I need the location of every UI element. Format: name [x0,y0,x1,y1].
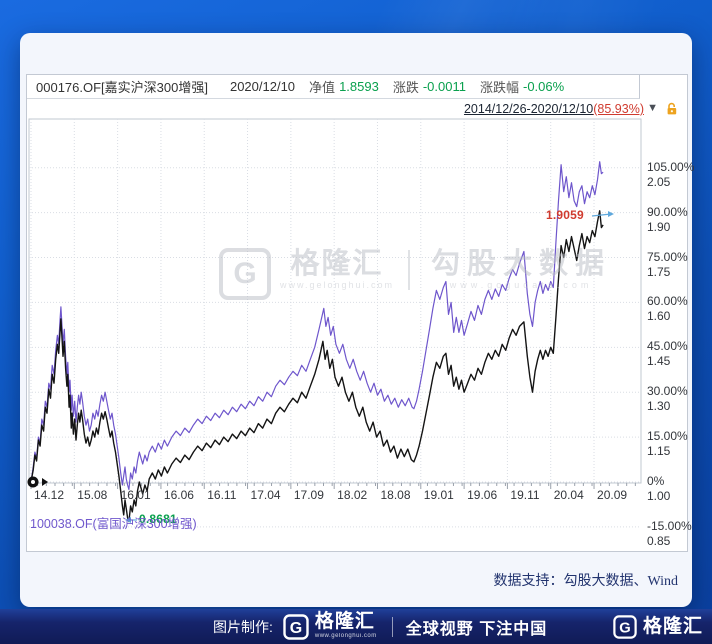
x-axis-label: 19.11 [510,488,540,502]
y-axis-value-label: 1.75 [647,264,671,279]
x-axis-label: 17.09 [293,488,324,502]
chart-canvas[interactable] [27,75,687,551]
y-axis-value-label: 1.00 [647,489,671,503]
y-axis-percent-label: 45.00% [647,339,688,354]
date-range-link[interactable]: 2014/12/26-2020/12/10(85.93%) [464,102,644,116]
date-range-row: 2014/12/26-2020/12/10(85.93%) ▼ [27,99,687,119]
x-axis-label: 18.08 [380,488,411,502]
footer-brand: 格隆汇 [314,611,375,632]
chart-widget: 000176.OF[嘉实沪深300增强] 2020/12/10 净值 1.859… [26,74,694,552]
gelonghui-logo-right-icon: G [613,614,637,639]
y-axis-value-label: 2.05 [647,174,671,189]
footer-bar: 图片制作: G 格隆汇 www.gelonghui.com 全球视野 下注中国 … [0,609,712,644]
footer-divider [391,616,393,637]
y-axis-percent-label: 75.00% [647,249,688,264]
nav-label: 净值 [309,80,336,95]
change-label: 涨跌 [392,80,419,95]
y-axis-percent-label: 90.00% [647,204,688,219]
fund-info-toolbar: 000176.OF[嘉实沪深300增强] 2020/12/10 净值 1.859… [27,75,640,99]
footer-right-logo: G 格隆汇 [603,609,703,644]
svg-text:G: G [619,620,630,636]
y-axis-value-label: 1.30 [647,399,671,414]
y-axis-percent-label: 0% [647,474,665,488]
x-axis-label: 20.09 [597,488,628,502]
y-axis-percent-label: 30.00% [647,384,688,399]
x-axis-label: 19.06 [467,488,498,502]
footer-slogan: 全球视野 下注中国 [405,620,548,638]
y-axis-percent-label: 105.00% [647,159,695,174]
x-axis-label: 14.12 [34,488,65,502]
change-pct-value: -0.06% [523,79,565,94]
y-axis-percent-label: 15.00% [647,429,688,444]
svg-text:G: G [290,620,302,637]
x-axis-label: 15.08 [77,488,108,502]
chart-card: 000176.OF[嘉实沪深300增强] 2020/12/10 净值 1.859… [20,33,694,607]
y-axis-value-label: 1.15 [647,444,671,459]
x-axis-label: 16.06 [163,488,194,502]
unlock-icon[interactable] [665,102,679,116]
fund-code: 000176.OF[嘉实沪深300增强] [36,80,208,95]
x-axis-label: 18.02 [337,488,368,502]
annotation-label: 1.9059 [546,208,584,222]
x-axis-label: 20.04 [553,488,584,502]
footer-brand-url: www.gelonghui.com [314,633,377,639]
y-axis-value-label: 1.60 [647,309,671,324]
change-value: -0.0011 [422,79,466,94]
series2-legend-label: 100038.OF(富国沪深300增强) [30,517,197,531]
y-axis-value-label: 1.90 [647,219,671,234]
made-by-label: 图片制作: [213,618,273,635]
x-axis-label: 16.11 [207,488,237,502]
footer-right-brand: 格隆汇 [642,616,703,637]
x-axis-label: 16.01 [120,488,151,502]
date-range-text[interactable]: 2014/12/26-2020/12/10 [463,102,594,116]
y-axis-value-label: 0.85 [647,533,671,548]
range-return-value[interactable]: (85.93%) [593,102,644,116]
annotation-label: 0.8681 [139,512,177,526]
gelonghui-logo-icon: G [283,613,309,640]
change-pct-label: 涨跌幅 [479,80,519,95]
footer-center: 图片制作: G 格隆汇 www.gelonghui.com 全球视野 下注中国 [213,609,547,644]
quote-date: 2020/12/10 [229,79,296,94]
data-support-note: 数据支持：勾股大数据、Wind [493,574,678,589]
chart-plot-area[interactable]: 105.00% 2.05 90.00% 1.90 75.00% 1.75 60.00% 1.6… [27,75,694,551]
nav-value: 1.8593 [339,79,379,94]
y-axis-percent-label: 60.00% [647,294,688,309]
chevron-down-icon[interactable]: ▼ [647,102,658,114]
y-axis-value-label: 1.45 [647,354,671,369]
x-axis-label: 19.01 [423,488,454,502]
y-axis-percent-label: -15.00% [647,518,692,533]
x-axis-label: 17.04 [250,488,281,502]
